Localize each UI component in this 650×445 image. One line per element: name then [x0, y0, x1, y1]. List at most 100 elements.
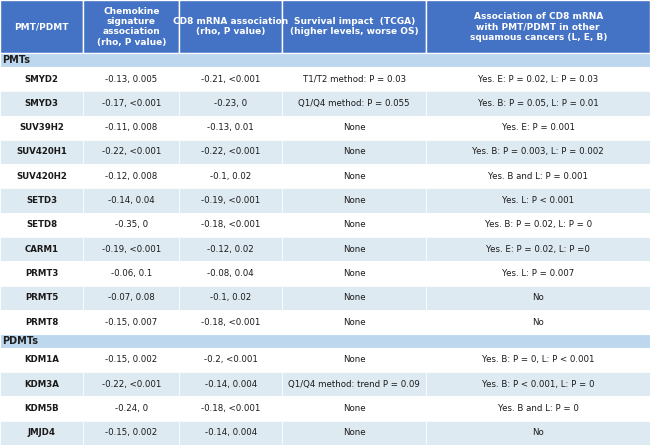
Bar: [0, 286, 83, 310]
Bar: [83, 237, 179, 261]
Text: KDM3A: KDM3A: [24, 380, 59, 389]
Bar: [0, 237, 83, 261]
Bar: [179, 91, 282, 116]
Text: Yes. E: P = 0.02, L: P = 0.03: Yes. E: P = 0.02, L: P = 0.03: [478, 74, 599, 84]
Bar: [282, 396, 426, 421]
Text: -0.35, 0: -0.35, 0: [115, 220, 148, 230]
Text: Chemokine
signature
association
(rho, P value): Chemokine signature association (rho, P …: [97, 7, 166, 47]
Bar: [0, 164, 83, 188]
Text: -0.07, 0.08: -0.07, 0.08: [108, 293, 155, 303]
Text: None: None: [343, 123, 365, 132]
Text: -0.24, 0: -0.24, 0: [115, 404, 148, 413]
Text: None: None: [343, 269, 365, 278]
Bar: [282, 164, 426, 188]
Text: Yes. B: P < 0.001, L: P = 0: Yes. B: P < 0.001, L: P = 0: [482, 380, 595, 389]
Bar: [0, 261, 83, 286]
Bar: [179, 261, 282, 286]
Bar: [179, 164, 282, 188]
Text: Yes. E: P = 0.02, L: P =0: Yes. E: P = 0.02, L: P =0: [486, 245, 590, 254]
Text: T1/T2 method: P = 0.03: T1/T2 method: P = 0.03: [303, 74, 406, 84]
Bar: [83, 67, 179, 91]
Bar: [83, 421, 179, 445]
Text: -0.1, 0.02: -0.1, 0.02: [210, 293, 252, 303]
Text: PDMTs: PDMTs: [3, 336, 38, 346]
Bar: [179, 286, 282, 310]
Text: None: None: [343, 245, 365, 254]
Bar: [179, 237, 282, 261]
Bar: [282, 421, 426, 445]
Bar: [83, 116, 179, 140]
Bar: [282, 372, 426, 396]
Text: -0.15, 0.002: -0.15, 0.002: [105, 356, 157, 364]
Bar: [179, 213, 282, 237]
Bar: [179, 140, 282, 164]
Text: SUV39H2: SUV39H2: [19, 123, 64, 132]
Bar: [0, 67, 83, 91]
Text: -0.14, 0.004: -0.14, 0.004: [205, 429, 257, 437]
Text: -0.13, 0.01: -0.13, 0.01: [207, 123, 254, 132]
Text: None: None: [343, 429, 365, 437]
Bar: [179, 0, 282, 53]
Bar: [83, 286, 179, 310]
Bar: [282, 188, 426, 213]
Text: JMJD4: JMJD4: [27, 429, 56, 437]
Text: Yes. E: P = 0.001: Yes. E: P = 0.001: [502, 123, 575, 132]
Bar: [282, 116, 426, 140]
Bar: [0, 53, 650, 67]
Bar: [282, 140, 426, 164]
Text: KDM1A: KDM1A: [24, 356, 59, 364]
Bar: [426, 286, 650, 310]
Text: None: None: [343, 147, 365, 157]
Text: -0.19, <0.001: -0.19, <0.001: [201, 196, 261, 205]
Text: -0.19, <0.001: -0.19, <0.001: [101, 245, 161, 254]
Text: -0.22, <0.001: -0.22, <0.001: [201, 147, 261, 157]
Text: PRMT5: PRMT5: [25, 293, 58, 303]
Bar: [282, 213, 426, 237]
Bar: [426, 396, 650, 421]
Text: Yes. B: P = 0, L: P < 0.001: Yes. B: P = 0, L: P < 0.001: [482, 356, 595, 364]
Text: -0.1, 0.02: -0.1, 0.02: [210, 172, 252, 181]
Text: -0.12, 0.008: -0.12, 0.008: [105, 172, 157, 181]
Text: No: No: [532, 429, 544, 437]
Bar: [426, 67, 650, 91]
Bar: [282, 237, 426, 261]
Bar: [426, 164, 650, 188]
Bar: [0, 140, 83, 164]
Text: None: None: [343, 172, 365, 181]
Text: Yes. B and L: P = 0: Yes. B and L: P = 0: [498, 404, 578, 413]
Bar: [0, 213, 83, 237]
Bar: [83, 310, 179, 334]
Bar: [0, 188, 83, 213]
Text: -0.15, 0.002: -0.15, 0.002: [105, 429, 157, 437]
Text: None: None: [343, 220, 365, 230]
Text: PMTs: PMTs: [3, 55, 31, 65]
Bar: [179, 116, 282, 140]
Text: None: None: [343, 356, 365, 364]
Bar: [426, 116, 650, 140]
Text: Survival impact  (TCGA)
(higher levels, worse OS): Survival impact (TCGA) (higher levels, w…: [290, 17, 419, 36]
Text: SETD8: SETD8: [26, 220, 57, 230]
Bar: [426, 261, 650, 286]
Text: SUV420H1: SUV420H1: [16, 147, 67, 157]
Bar: [83, 396, 179, 421]
Bar: [83, 164, 179, 188]
Bar: [0, 372, 83, 396]
Text: -0.18, <0.001: -0.18, <0.001: [201, 318, 261, 327]
Text: -0.11, 0.008: -0.11, 0.008: [105, 123, 157, 132]
Text: -0.22, <0.001: -0.22, <0.001: [101, 147, 161, 157]
Text: None: None: [343, 293, 365, 303]
Text: PMT/PDMT: PMT/PDMT: [14, 22, 69, 31]
Bar: [282, 91, 426, 116]
Bar: [83, 261, 179, 286]
Bar: [83, 0, 179, 53]
Bar: [83, 213, 179, 237]
Text: No: No: [532, 318, 544, 327]
Text: CARM1: CARM1: [25, 245, 58, 254]
Bar: [0, 421, 83, 445]
Text: -0.14, 0.004: -0.14, 0.004: [205, 380, 257, 389]
Text: None: None: [343, 404, 365, 413]
Text: Yes. L: P = 0.007: Yes. L: P = 0.007: [502, 269, 575, 278]
Text: SMYD3: SMYD3: [25, 99, 58, 108]
Text: Yes. B: P = 0.003, L: P = 0.002: Yes. B: P = 0.003, L: P = 0.002: [473, 147, 604, 157]
Bar: [179, 310, 282, 334]
